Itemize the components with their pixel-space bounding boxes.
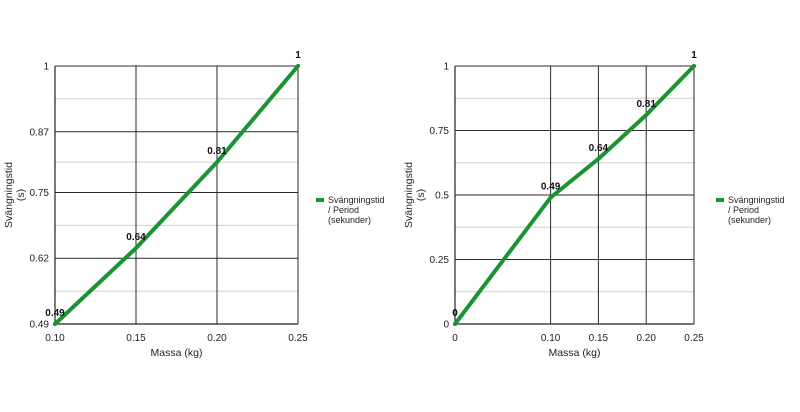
y-tick-label: 0: [443, 320, 449, 331]
x-tick-label: 0: [452, 333, 458, 344]
x-tick-label: 0.20: [636, 333, 656, 344]
chart-1: 0.49 0.62 0.75 0.87 1 0.10 0.15 0.20 0.25 Massa (…: [3, 50, 385, 359]
x-tick-label: 0.10: [541, 333, 561, 344]
data-point: [692, 64, 696, 68]
x-axis-title: Massa (kg): [151, 347, 203, 359]
data-label: 0.81: [636, 99, 656, 110]
y-tick-label: 0.62: [30, 254, 50, 265]
y-axis-title-line: Svängningstid: [3, 162, 15, 228]
data-label: 0.49: [541, 182, 561, 193]
legend-label: Svängningstid: [328, 195, 385, 205]
y-tick-label: 1: [443, 62, 449, 73]
series-line: [53, 64, 300, 326]
data-label: 0.81: [207, 146, 227, 157]
y-axis-title: Svängningstid(s): [3, 162, 27, 228]
legend-label: (sekunder): [328, 215, 371, 225]
legend: Svängningstid/ Period(sekunder): [316, 195, 385, 225]
legend-label: / Period: [328, 205, 359, 215]
legend-label: (sekunder): [728, 215, 771, 225]
data-point: [548, 195, 553, 200]
data-label: 0.64: [589, 143, 609, 154]
chart-2: 0 0.25 0.5 0.75 1 0 0.10 0.15 0.20 0.25 Massa (kg)…: [403, 50, 785, 359]
data-point: [453, 322, 457, 326]
data-point: [296, 64, 300, 68]
data-label: 0.64: [126, 232, 146, 243]
x-tick-label: 0.10: [45, 333, 65, 344]
legend-label: Svängningstid: [728, 195, 785, 205]
data-label: 0.49: [45, 308, 65, 319]
x-tick-label: 0.25: [684, 333, 704, 344]
x-tick-label: 0.25: [288, 333, 308, 344]
legend: Svängningstid/ Period(sekunder): [716, 195, 785, 225]
y-axis-title-line: Svängningstid: [403, 162, 415, 228]
data-point: [53, 322, 57, 326]
y-axis-title-line: (s): [15, 189, 27, 201]
y-tick-label: 0.49: [30, 320, 50, 331]
y-tick-label: 0.5: [435, 191, 449, 202]
y-tick-label: 1: [43, 62, 49, 73]
data-label: 1: [691, 50, 697, 61]
y-axis-title-line: (s): [415, 189, 427, 201]
y-axis-title: Svängningstid(s): [403, 162, 427, 228]
y-tick-label: 0.25: [430, 255, 450, 266]
y-tick-label: 0.75: [30, 188, 50, 199]
x-axis-title: Massa (kg): [549, 347, 601, 359]
legend-label: / Period: [728, 205, 759, 215]
x-tick-label: 0.20: [207, 333, 227, 344]
data-point: [215, 160, 219, 165]
data-point: [644, 113, 649, 118]
x-tick-label: 0.15: [126, 333, 146, 344]
data-point: [134, 246, 138, 251]
data-point: [596, 156, 601, 161]
data-label: 0: [452, 308, 458, 319]
y-tick-label: 0.75: [430, 126, 450, 137]
x-tick-label: 0.15: [589, 333, 609, 344]
data-label: 1: [295, 50, 301, 61]
y-tick-label: 0.87: [30, 127, 50, 138]
